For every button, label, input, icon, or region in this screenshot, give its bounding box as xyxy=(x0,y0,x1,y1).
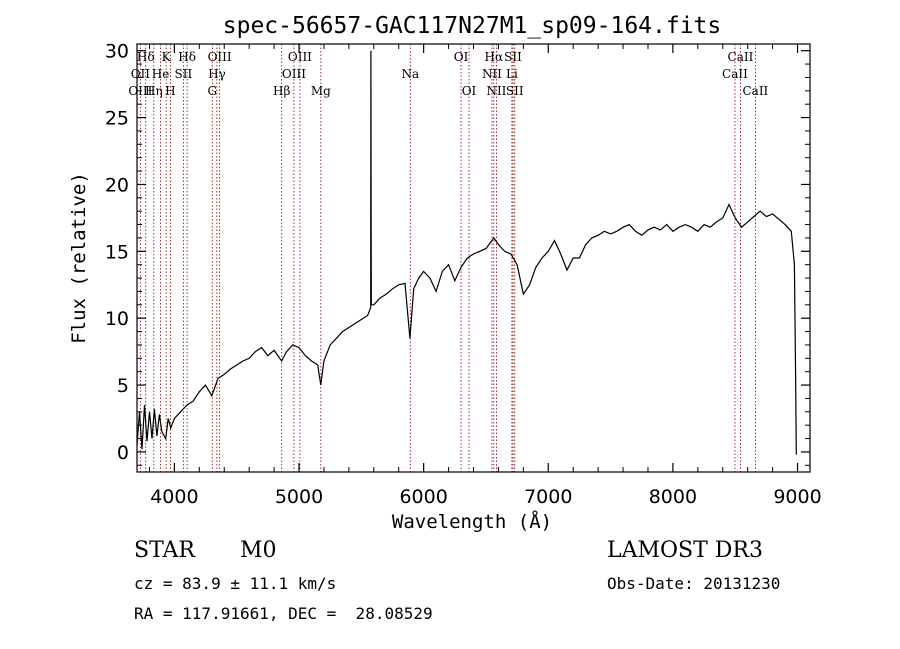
line-label: OIII xyxy=(208,50,232,64)
line-label: CaII xyxy=(728,50,754,64)
x-tick-label: 9000 xyxy=(773,486,821,508)
line-label: SII xyxy=(506,84,524,98)
line-label: OII xyxy=(131,67,151,81)
sky-coordinates: RA = 117.91661, DEC = 28.08529 xyxy=(134,604,433,623)
spectral-subclass: M0 xyxy=(240,538,277,563)
line-label: OIII xyxy=(288,50,312,64)
line-label: Hβ xyxy=(273,84,290,98)
x-axis-ticks: 4000 5000 6000 7000 8000 9000 xyxy=(148,44,822,508)
observation-date: Obs-Date: 20131230 xyxy=(607,574,781,593)
line-label: NII xyxy=(486,84,506,98)
plot-frame xyxy=(136,43,811,473)
redshift-value: cz = 83.9 ± 11.1 km/s xyxy=(134,574,337,593)
y-tick-label: 25 xyxy=(105,108,129,130)
y-tick-label: 10 xyxy=(105,308,129,330)
line-label: K xyxy=(162,50,172,64)
x-tick-label: 6000 xyxy=(399,486,447,508)
y-axis-title: Flux (relative) xyxy=(68,172,90,344)
x-axis-title: Wavelength (Å) xyxy=(392,510,552,533)
line-label: G xyxy=(207,84,217,98)
x-tick-label: 8000 xyxy=(649,486,697,508)
line-label: OI xyxy=(462,84,477,98)
line-label: OIII xyxy=(282,67,306,81)
survey-name: LAMOST DR3 xyxy=(607,538,763,563)
chart-title: spec-56657-GAC117N27M1_sp09-164.fits xyxy=(223,13,722,39)
emission-line-markers xyxy=(139,44,756,472)
x-tick-label: 7000 xyxy=(524,486,572,508)
y-tick-label: 0 xyxy=(117,442,129,464)
line-label: H xyxy=(165,84,175,98)
y-tick-label: 30 xyxy=(105,41,129,63)
object-class: STAR xyxy=(134,538,195,563)
line-label: Hδ xyxy=(178,50,196,64)
line-label: Na xyxy=(401,67,419,81)
line-label: Mg xyxy=(311,84,331,98)
y-axis-ticks: 0 5 10 15 20 25 30 xyxy=(105,41,810,466)
line-label: Hδ xyxy=(137,50,155,64)
line-label: NII xyxy=(482,67,502,81)
line-label: Hη xyxy=(145,84,163,98)
y-tick-label: 20 xyxy=(105,174,129,196)
x-tick-label: 4000 xyxy=(150,486,198,508)
line-label: SII xyxy=(175,67,193,81)
line-label: Hα xyxy=(485,50,504,64)
line-label: SII xyxy=(504,50,522,64)
x-tick-label: 5000 xyxy=(275,486,323,508)
line-label: CaII xyxy=(742,84,768,98)
line-label: OI xyxy=(454,50,469,64)
line-label: He xyxy=(152,67,170,81)
y-tick-label: 5 xyxy=(117,375,129,397)
line-label: Hγ xyxy=(208,67,226,81)
line-label: Li xyxy=(506,67,518,81)
y-tick-label: 15 xyxy=(105,241,129,263)
line-label: CaII xyxy=(722,67,748,81)
spectrum-series-line xyxy=(136,50,797,455)
